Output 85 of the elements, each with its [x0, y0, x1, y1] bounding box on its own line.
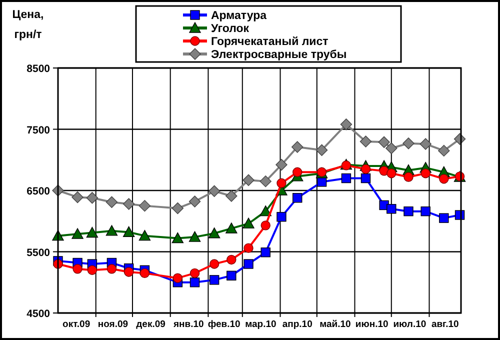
point: [276, 158, 288, 171]
point: [276, 178, 286, 188]
point: [140, 268, 150, 278]
x-tick-label: ноя.09: [98, 319, 128, 330]
point: [378, 136, 390, 148]
x-tick-label: мар.10: [245, 319, 276, 330]
point: [244, 243, 254, 253]
point: [72, 264, 82, 274]
legend-label: Электросварные трубы: [211, 49, 347, 61]
point: [72, 228, 84, 239]
point: [209, 259, 220, 269]
legend-label: Горячекатаный лист: [211, 36, 329, 48]
point: [340, 118, 352, 130]
point: [420, 168, 430, 178]
point: [260, 205, 272, 216]
point: [386, 204, 396, 214]
point: [316, 144, 328, 156]
point: [386, 168, 396, 178]
y-axis-title: Цена, грн/т: [12, 9, 44, 41]
x-tick-label: апр.10: [282, 319, 312, 330]
y-tick-label: 8500: [26, 63, 50, 75]
point: [360, 164, 371, 174]
x-tick-label: май.10: [320, 319, 351, 330]
point: [341, 173, 352, 184]
point: [276, 212, 286, 222]
x-tick-label: июл.10: [393, 319, 426, 330]
point: [226, 222, 238, 234]
y-tick-label: 4500: [26, 308, 50, 320]
point: [188, 231, 201, 242]
point: [172, 202, 184, 214]
x-tick-label: июн.10: [355, 319, 388, 330]
point: [244, 259, 254, 269]
x-tick-label: фев.10: [208, 319, 240, 330]
y-tick-label: 6500: [26, 186, 50, 198]
point: [260, 248, 270, 258]
point: [124, 267, 134, 277]
point: [260, 220, 270, 230]
point: [292, 193, 302, 203]
point: [420, 138, 432, 150]
point: [188, 196, 201, 208]
point: [404, 172, 414, 182]
point: [226, 254, 236, 265]
point: [316, 177, 327, 187]
point: [72, 191, 84, 204]
point: [439, 213, 449, 223]
point: [226, 270, 236, 280]
point: [106, 196, 118, 208]
point: [386, 142, 398, 154]
point: [242, 218, 254, 228]
point: [360, 136, 372, 148]
point: [190, 278, 200, 288]
x-tick-label: янв.10: [174, 319, 204, 330]
point: [292, 167, 302, 177]
point: [106, 264, 117, 274]
point: [87, 265, 98, 275]
x-tick-label: окт.09: [62, 319, 90, 330]
point: [172, 232, 184, 244]
x-tick-label: авг.10: [431, 319, 459, 330]
point: [226, 190, 238, 202]
point: [208, 185, 220, 197]
point: [106, 225, 118, 236]
point: [404, 206, 414, 216]
y-tick-label: 5500: [26, 246, 50, 259]
point: [439, 174, 449, 184]
point: [292, 141, 304, 153]
point: [122, 198, 135, 210]
x-tick-label: дек.09: [136, 319, 166, 330]
point: [172, 273, 183, 283]
y-tick-label: 7500: [26, 124, 50, 136]
point: [360, 173, 371, 184]
point: [402, 137, 414, 150]
point: [242, 174, 254, 186]
point: [138, 200, 151, 212]
point: [86, 192, 98, 204]
point: [208, 228, 220, 238]
point: [209, 275, 220, 285]
point: [138, 230, 151, 241]
point: [420, 206, 430, 216]
point: [190, 268, 200, 278]
point: [122, 226, 135, 237]
point: [438, 144, 450, 157]
point: [260, 175, 272, 188]
legend-label: Арматура: [211, 10, 268, 22]
legend-label: Уголок: [211, 23, 250, 35]
point: [86, 226, 98, 238]
